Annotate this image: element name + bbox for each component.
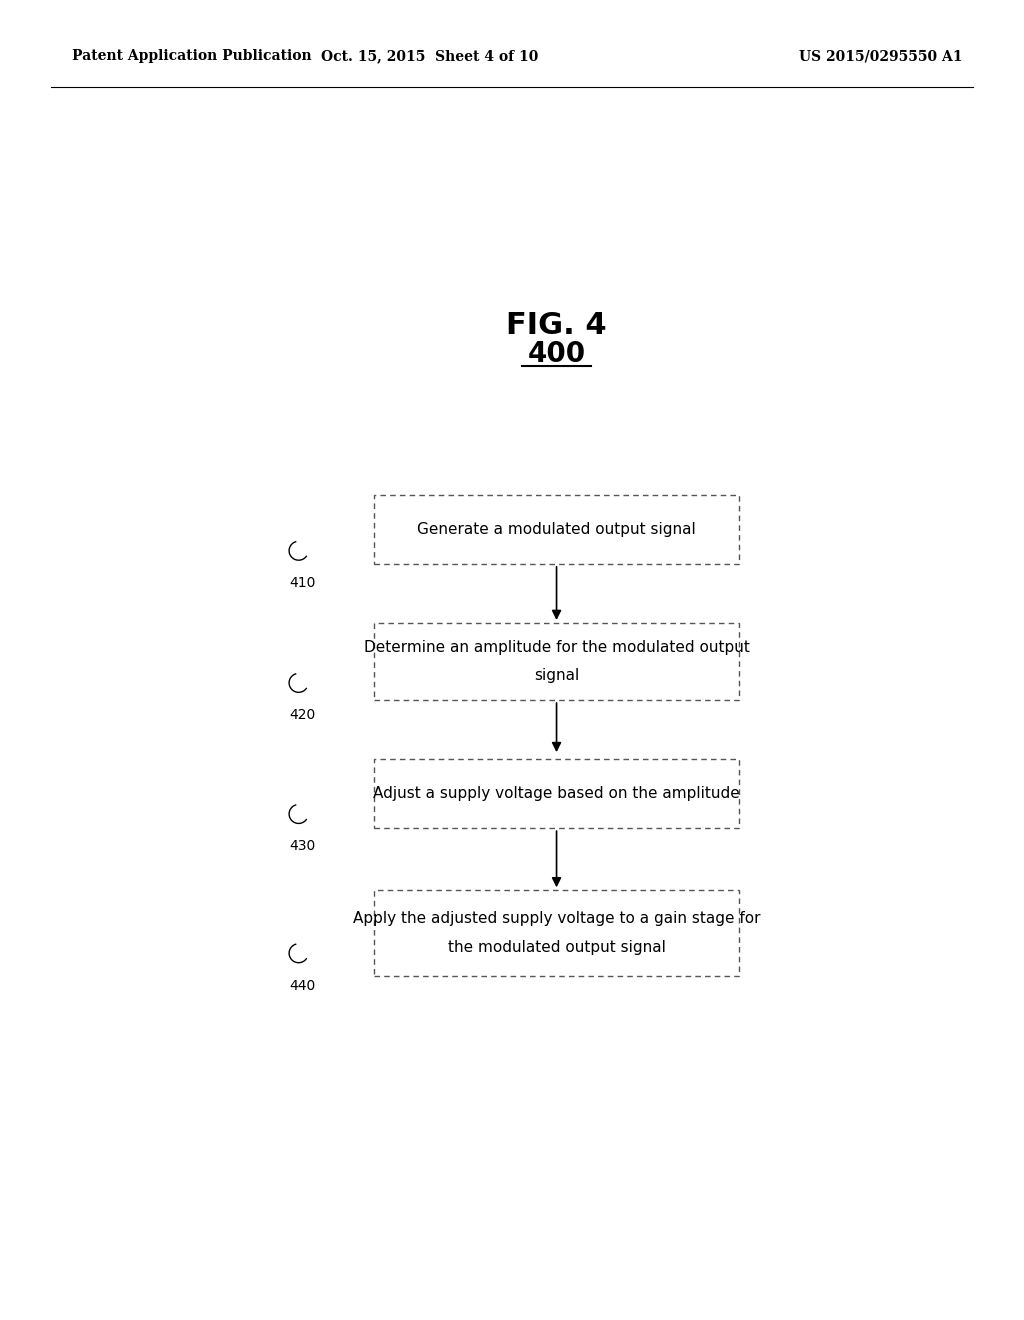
Text: Determine an amplitude for the modulated output: Determine an amplitude for the modulated… <box>364 640 750 655</box>
Text: Oct. 15, 2015  Sheet 4 of 10: Oct. 15, 2015 Sheet 4 of 10 <box>322 49 539 63</box>
Text: the modulated output signal: the modulated output signal <box>447 940 666 954</box>
Text: Adjust a supply voltage based on the amplitude: Adjust a supply voltage based on the amp… <box>373 787 740 801</box>
Text: US 2015/0295550 A1: US 2015/0295550 A1 <box>799 49 963 63</box>
Bar <box>374 759 739 828</box>
Bar <box>374 623 739 700</box>
Text: 400: 400 <box>527 339 586 367</box>
Text: signal: signal <box>534 668 580 684</box>
Text: 440: 440 <box>290 978 315 993</box>
Text: FIG. 4: FIG. 4 <box>506 310 607 339</box>
Bar <box>374 890 739 975</box>
Text: Apply the adjusted supply voltage to a gain stage for: Apply the adjusted supply voltage to a g… <box>353 911 760 927</box>
Bar <box>374 495 739 564</box>
Text: 410: 410 <box>290 576 315 590</box>
Text: 430: 430 <box>290 840 315 854</box>
Text: 420: 420 <box>290 709 315 722</box>
Text: Patent Application Publication: Patent Application Publication <box>72 49 311 63</box>
Text: Generate a modulated output signal: Generate a modulated output signal <box>417 521 696 537</box>
